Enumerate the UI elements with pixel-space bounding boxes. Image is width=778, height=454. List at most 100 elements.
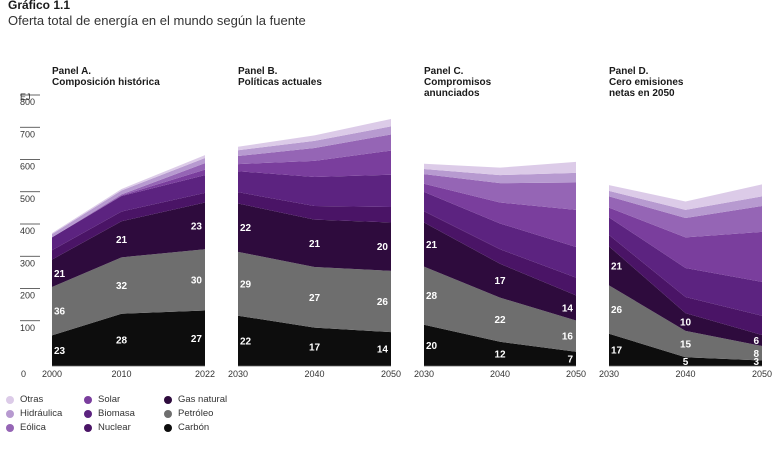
data-label: 12 bbox=[494, 349, 506, 360]
legend-item: Solar bbox=[84, 394, 164, 405]
legend-swatch bbox=[6, 409, 14, 418]
data-label: 26 bbox=[377, 297, 389, 308]
legend-swatch bbox=[6, 423, 14, 432]
x-tick-label: 2030 bbox=[599, 369, 619, 379]
panel-title-line: Políticas actuales bbox=[238, 77, 322, 88]
data-label: 17 bbox=[494, 276, 506, 287]
panel-title-line: Panel B. bbox=[238, 66, 278, 77]
area-eolica bbox=[609, 196, 762, 238]
panel-title-line: Panel A. bbox=[52, 66, 91, 77]
panel-title-line: Panel D. bbox=[609, 66, 649, 77]
area-petroleo bbox=[424, 266, 576, 352]
area-hidraulica bbox=[609, 190, 762, 218]
data-label: 21 bbox=[426, 240, 438, 251]
data-label: 8 bbox=[753, 349, 759, 360]
area-petroleo bbox=[609, 285, 762, 361]
data-label: 21 bbox=[54, 269, 66, 280]
x-tick-label: 2050 bbox=[566, 369, 586, 379]
data-label: 26 bbox=[611, 305, 623, 316]
legend-item: Petróleo bbox=[164, 408, 264, 419]
data-label: 28 bbox=[116, 335, 128, 346]
area-eolica bbox=[424, 174, 576, 210]
area-solar bbox=[424, 183, 576, 247]
area-nuclear bbox=[238, 192, 391, 223]
legend-label: Solar bbox=[98, 394, 121, 405]
x-tick-label: 2040 bbox=[675, 369, 695, 379]
data-label: 30 bbox=[191, 275, 203, 286]
data-label: 27 bbox=[309, 293, 321, 304]
y-axis-unit-label: EJ bbox=[20, 92, 31, 102]
panel-title-line: netas en 2050 bbox=[609, 88, 675, 99]
data-label: 23 bbox=[191, 221, 203, 232]
x-tick-label: 2050 bbox=[381, 369, 401, 379]
legend-item: Hidráulica bbox=[6, 408, 84, 419]
area-hidraulica bbox=[238, 126, 391, 157]
y-tick-label: 600 bbox=[20, 162, 35, 172]
area-hidraulica bbox=[52, 157, 205, 238]
data-label: 36 bbox=[54, 307, 66, 318]
y-tick-label: 500 bbox=[20, 194, 35, 204]
area-solar bbox=[238, 150, 391, 178]
legend-swatch bbox=[164, 423, 172, 432]
data-label: 32 bbox=[116, 281, 128, 292]
area-nuclear bbox=[609, 235, 762, 336]
legend-label: Otras bbox=[20, 394, 44, 405]
area-nuclear bbox=[424, 211, 576, 296]
panel-2: Panel B.Políticas actuales 2030 2040 2050 22… bbox=[228, 66, 401, 379]
legend-label: Hidráulica bbox=[20, 408, 63, 419]
chart-legend: Otras Hidráulica Eólica Solar Biomasa Nuclear… bbox=[6, 394, 286, 433]
x-tick-label: 2030 bbox=[414, 369, 434, 379]
area-otras bbox=[424, 161, 576, 176]
area-gas-natural bbox=[424, 222, 576, 321]
data-label: 6 bbox=[753, 336, 759, 347]
legend-item: Gas natural bbox=[164, 394, 264, 405]
y-axis: EJ 0 100 200 300 400 500 600 700 800 bbox=[20, 92, 40, 379]
figure-subtitle: Oferta total de energía en el mundo segú… bbox=[8, 13, 306, 28]
x-tick-label: 2000 bbox=[42, 369, 62, 379]
legend-swatch bbox=[6, 395, 14, 404]
legend-label: Biomasa bbox=[98, 408, 135, 419]
area-gas-natural bbox=[238, 203, 391, 271]
x-tick-label: 2040 bbox=[490, 369, 510, 379]
data-label: 29 bbox=[240, 279, 252, 290]
area-solar bbox=[609, 207, 762, 282]
area-carbon bbox=[52, 310, 205, 366]
legend-item: Otras bbox=[6, 394, 84, 405]
legend-swatch bbox=[84, 409, 92, 418]
area-eolica bbox=[238, 134, 391, 165]
legend-item: Biomasa bbox=[84, 408, 164, 419]
area-eolica bbox=[52, 163, 205, 238]
legend-item: Eólica bbox=[6, 422, 84, 433]
legend-swatch bbox=[164, 395, 172, 404]
panel-title-line: Cero emisiones bbox=[609, 77, 684, 88]
legend-swatch bbox=[84, 423, 92, 432]
x-tick-label: 2010 bbox=[112, 369, 132, 379]
data-label: 20 bbox=[377, 242, 389, 253]
area-biomasa bbox=[52, 175, 205, 251]
y-tick-label: 700 bbox=[20, 129, 35, 139]
area-biomasa bbox=[609, 217, 762, 316]
legend-item: Nuclear bbox=[84, 422, 164, 433]
data-label: 21 bbox=[611, 261, 623, 272]
area-nuclear bbox=[52, 192, 205, 260]
panel-title-line: anunciados bbox=[424, 88, 480, 99]
y-tick-label: 100 bbox=[20, 323, 35, 333]
y-tick-label: 400 bbox=[20, 226, 35, 236]
y-tick-label: 200 bbox=[20, 291, 35, 301]
data-label: 15 bbox=[680, 340, 692, 351]
area-carbon bbox=[238, 315, 391, 366]
area-hidraulica bbox=[424, 168, 576, 184]
legend-swatch bbox=[164, 409, 172, 418]
legend-swatch bbox=[84, 395, 92, 404]
data-label: 23 bbox=[54, 346, 66, 357]
panel-1: Panel A.Composición histórica 2000 2010 202… bbox=[42, 66, 215, 379]
legend-label: Eólica bbox=[20, 422, 46, 433]
data-label: 14 bbox=[377, 345, 389, 356]
data-label: 14 bbox=[562, 303, 574, 314]
panel-title-line: Compromisos bbox=[424, 77, 492, 88]
y-tick-label: 800 bbox=[20, 97, 35, 107]
area-carbon bbox=[424, 324, 576, 366]
area-solar bbox=[52, 169, 205, 238]
legend-item: Carbón bbox=[164, 422, 264, 433]
